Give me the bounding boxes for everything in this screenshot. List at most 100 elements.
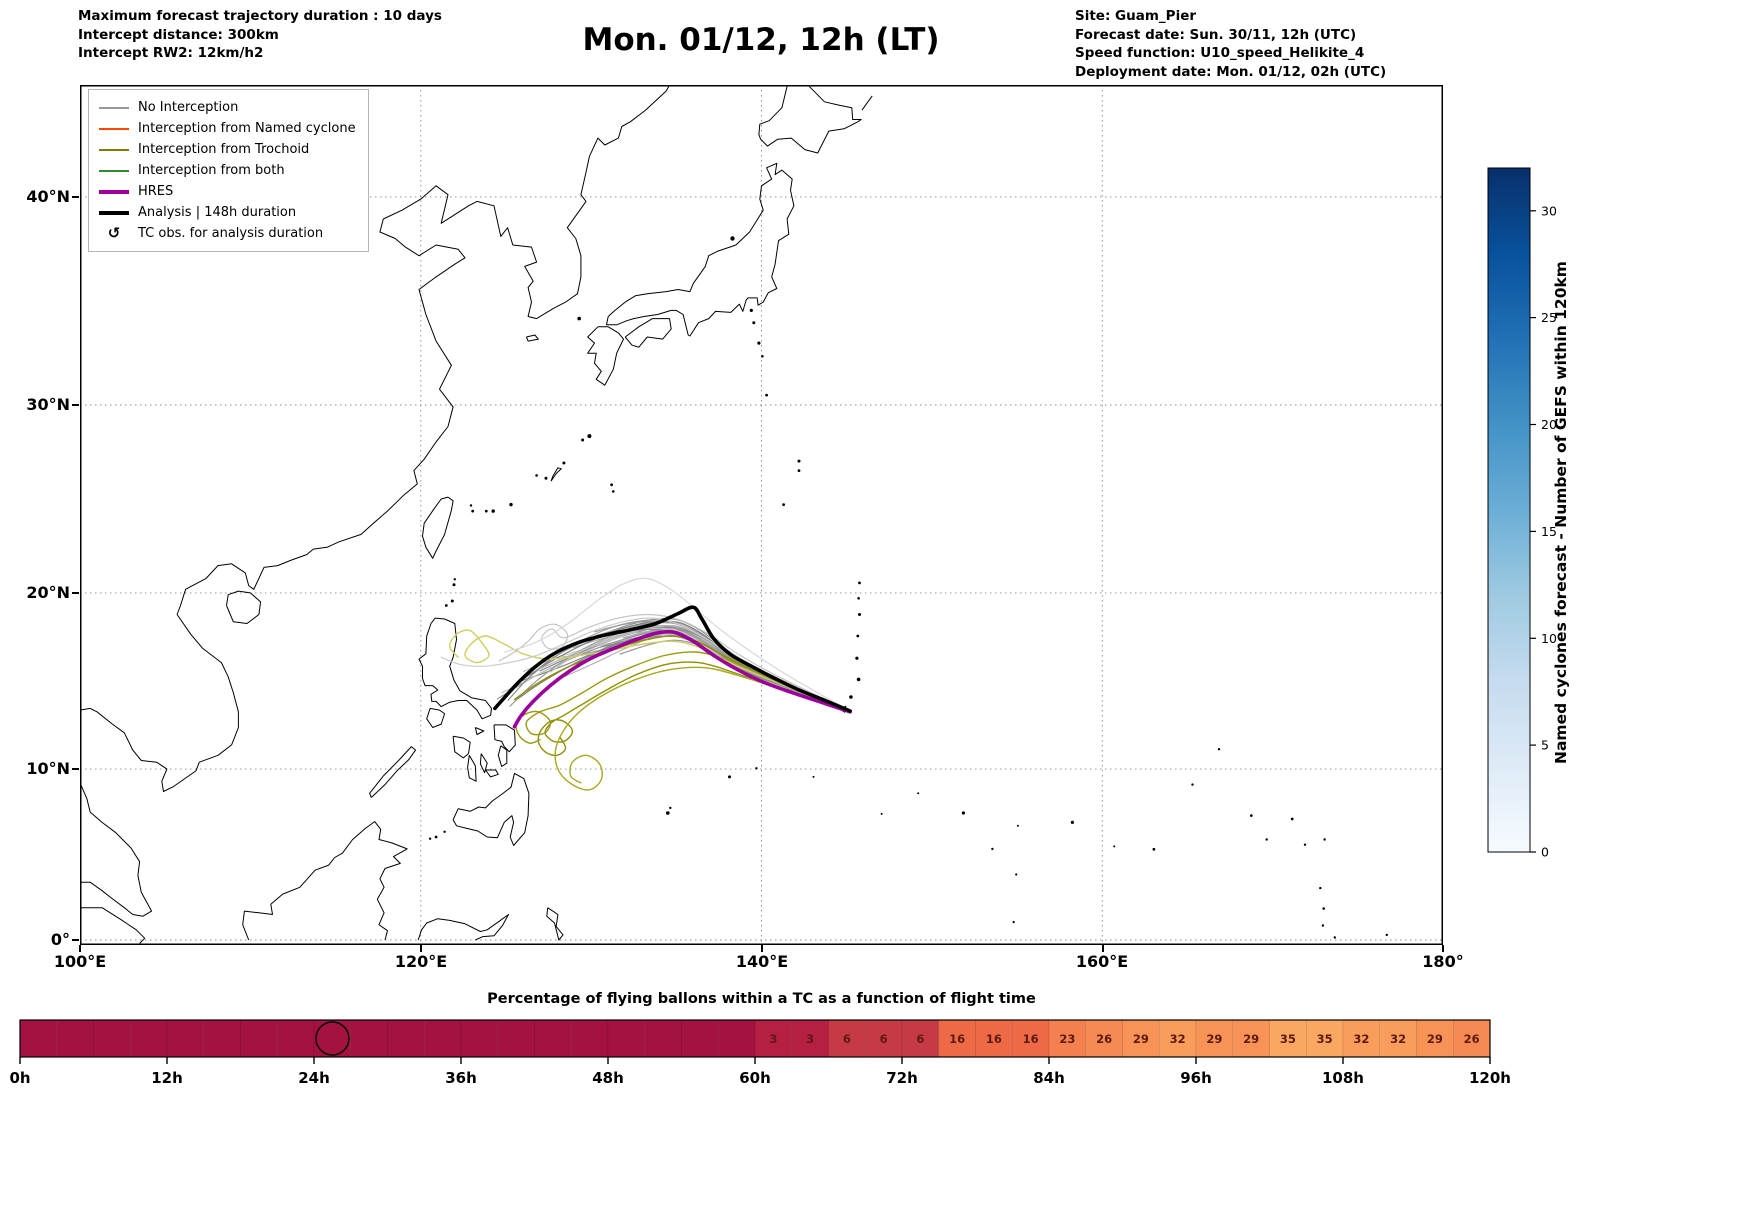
flight-time-tick-label: 96h [1180,1069,1212,1087]
svg-text:15: 15 [1541,524,1557,539]
site-info: Site: Guam_Pier Forecast date: Sun. 30/1… [1075,7,1386,82]
flight-time-tick-label: 36h [445,1069,477,1087]
legend-line-swatch [99,106,129,109]
legend-line-swatch [99,169,129,172]
flight-time-tick-label: 60h [739,1069,771,1087]
deployment-time-marker [315,1021,350,1056]
flight-time-tick-label: 0h [9,1069,30,1087]
intercept-distance-text: Intercept distance: 300km [78,26,279,43]
balloon-bar-cells: 3 3 6 6 6 16 16 16 23 26 29 32 29 29 35 35 32 32 29 26 [19,1019,1491,1058]
svg-text:0: 0 [1541,845,1549,860]
balloon-percent-value: 26 [1464,1032,1480,1046]
rotate-arrow-icon: ↺ [107,224,121,242]
balloon-bar-axis: 0h 12h 24h 36h 48h 60h 72h 84h 96h 108h 120h [9,1057,1511,1087]
balloon-percent-value: 6 [880,1032,888,1046]
x-axis-tickmark [1102,945,1104,952]
legend-line [99,169,129,172]
legend-line [99,189,129,194]
y-axis-tickmark [72,939,79,941]
balloon-percent-value: 16 [986,1032,1002,1046]
coastlines [80,85,873,944]
legend-label: Interception from both [138,163,285,178]
legend-label: TC obs. for analysis duration [138,226,324,241]
flight-time-tick-label: 48h [592,1069,624,1087]
legend-item: HRES [99,181,356,202]
legend-item: Interception from Named cyclone [99,118,356,139]
balloon-bar-title: Percentage of flying ballons within a TC… [487,991,1036,1007]
legend-line [99,127,129,130]
flight-time-tick-label: 84h [1033,1069,1065,1087]
trajectory-trochoid-4 [448,629,851,713]
legend-item: ↺ TC obs. for analysis duration [99,223,356,244]
x-axis-tickmark [761,945,763,952]
deployment-date-text: Deployment date: Mon. 01/12, 02h (UTC) [1075,63,1387,80]
flight-time-tick-label: 120h [1469,1069,1511,1087]
trajectory-map: No Interception Interception from Named c… [80,85,1443,945]
balloon-percent-value: 26 [1096,1032,1112,1046]
svg-text:5: 5 [1541,738,1549,753]
gefs-colorbar: 0 5 10 15 20 25 30 [1487,167,1557,860]
y-axis-tickmark [72,768,79,770]
legend-label: Interception from Trochoid [138,142,310,157]
legend-line-swatch [99,127,129,130]
balloon-percent-value: 35 [1317,1032,1333,1046]
balloon-percentage-bar: 3 3 6 6 6 16 16 16 23 26 29 32 29 29 35 35 32 32 29 26 0h 12h… [9,1019,1511,1087]
balloon-percent-value: 23 [1059,1032,1075,1046]
flight-time-tick-label: 72h [886,1069,918,1087]
balloon-percent-value: 35 [1280,1032,1296,1046]
legend-line [99,106,129,109]
map-legend: No Interception Interception from Named c… [88,89,369,252]
legend-item: Interception from Trochoid [99,139,356,160]
balloon-percent-value: 29 [1133,1032,1149,1046]
balloon-percent-value: 6 [843,1032,851,1046]
balloon-percent-value: 32 [1170,1032,1186,1046]
flight-time-tick-label: 12h [151,1069,183,1087]
x-axis-tickmark [1442,945,1444,952]
map-canvas [80,85,1443,945]
legend-label: HRES [138,184,174,199]
legend-label: Analysis | 148h duration [138,205,297,220]
island-dots [428,236,1389,939]
balloon-percent-value: 3 [806,1032,814,1046]
x-axis-tickmark [79,945,81,952]
x-axis-tick-label: 160°E [1075,952,1129,971]
legend-line-swatch [99,189,129,194]
map-gridlines [80,85,1443,945]
balloon-percent-value: 16 [1023,1032,1039,1046]
trajectory-gray-top [503,577,851,712]
balloon-percent-value: 29 [1427,1032,1443,1046]
svg-text:10: 10 [1541,631,1557,646]
balloon-percent-value: 16 [949,1032,965,1046]
colorbar-label: Named cyclones forecast - Number of GEFS… [1552,261,1570,765]
flight-time-tick-label: 24h [298,1069,330,1087]
legend-line [99,148,129,151]
analysis-trajectory [493,605,852,713]
x-axis-tick-label: 140°E [735,952,789,971]
tc-obs-icon: ↺ [99,226,129,241]
legend-label: No Interception [138,100,239,115]
svg-text:25: 25 [1541,310,1557,325]
x-axis-tick-label: 180° [1422,952,1464,971]
legend-item: No Interception [99,97,356,118]
forecast-date-text: Forecast date: Sun. 30/11, 12h (UTC) [1075,26,1357,43]
legend-line-swatch [99,148,129,151]
intercept-rw2-text: Intercept RW2: 12km/h2 [78,45,264,62]
x-axis-tick-label: 100°E [53,952,107,971]
flight-time-tick-label: 108h [1322,1069,1364,1087]
legend-item: Analysis | 148h duration [99,202,356,223]
figure-title: Mon. 01/12, 12h (LT) [582,22,940,58]
legend-label: Interception from Named cyclone [138,121,356,136]
max-duration-text: Maximum forecast trajectory duration : 1… [78,8,442,24]
y-axis-tickmark [72,404,79,406]
map-border [80,85,1443,945]
balloon-percent-value: 29 [1206,1032,1222,1046]
hres-trajectory [512,629,852,729]
legend-item: Interception from both [99,160,356,181]
trajectory-gray-loop [498,613,851,712]
run-settings-info: Maximum forecast trajectory duration : 1… [78,7,442,63]
y-axis-tick-label: 20°N [26,583,70,602]
balloon-percent-value: 6 [916,1032,924,1046]
svg-text:20: 20 [1541,417,1557,432]
balloon-percent-value: 32 [1390,1032,1406,1046]
